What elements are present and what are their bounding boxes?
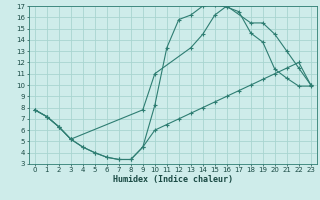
X-axis label: Humidex (Indice chaleur): Humidex (Indice chaleur) bbox=[113, 175, 233, 184]
